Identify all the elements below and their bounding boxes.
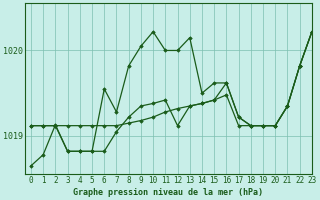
X-axis label: Graphe pression niveau de la mer (hPa): Graphe pression niveau de la mer (hPa) — [73, 188, 263, 197]
